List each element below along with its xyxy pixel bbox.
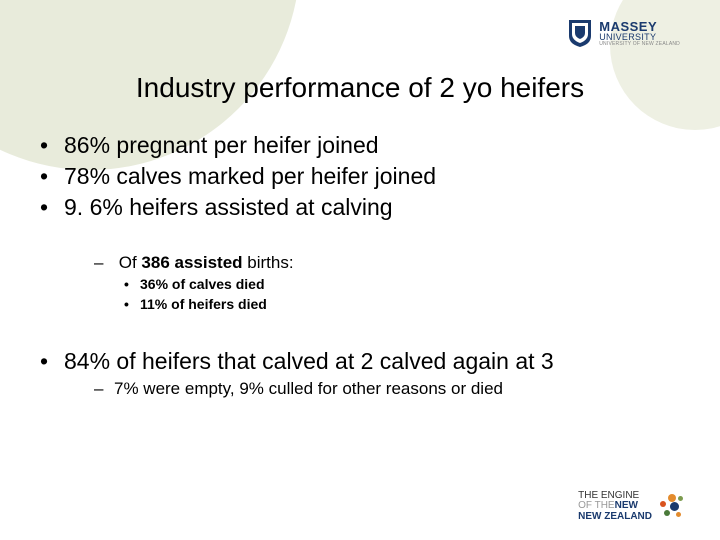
engine-line3: NEW ZEALAND (578, 512, 652, 523)
bullet-list-again: 84% of heifers that calved at 2 calved a… (40, 346, 680, 377)
bullet-item: Of 386 assisted births: 36% of calves di… (94, 251, 680, 314)
bullet-item: 9. 6% heifers assisted at calving (40, 192, 680, 223)
dots-icon (658, 492, 686, 520)
assisted-intro-a: Of (119, 253, 142, 272)
engine-line2-a: OF THE (578, 500, 614, 511)
bullet-item: 84% of heifers that calved at 2 calved a… (40, 346, 680, 377)
shield-icon (567, 18, 593, 48)
bullet-item: 86% pregnant per heifer joined (40, 130, 680, 161)
assisted-intro-b: 386 assisted (141, 253, 247, 272)
bullet-item: 78% calves marked per heifer joined (40, 161, 680, 192)
massey-logo: MASSEY UNIVERSITY UNIVERSITY OF NEW ZEAL… (567, 18, 680, 48)
assisted-intro-c: births: (247, 253, 293, 272)
bullet-list-subsub: 36% of calves died 11% of heifers died (124, 275, 680, 314)
bullet-list-sub: Of 386 assisted births: 36% of calves di… (94, 251, 680, 314)
logo-name: MASSEY (599, 20, 680, 33)
bullet-list-main: 86% pregnant per heifer joined 78% calve… (40, 130, 680, 223)
slide-title: Industry performance of 2 yo heifers (0, 72, 720, 104)
logo-tagline: UNIVERSITY OF NEW ZEALAND (599, 42, 680, 47)
bullet-list-again-sub: 7% were empty, 9% culled for other reaso… (94, 377, 680, 401)
bullet-item: 36% of calves died (124, 275, 680, 295)
bullet-item: 7% were empty, 9% culled for other reaso… (94, 377, 680, 401)
logo-text: MASSEY UNIVERSITY UNIVERSITY OF NEW ZEAL… (599, 20, 680, 47)
slide-content: 86% pregnant per heifer joined 78% calve… (40, 130, 680, 401)
engine-text: THE ENGINE OF THENEW NEW ZEALAND (578, 491, 652, 523)
bullet-item: 11% of heifers died (124, 295, 680, 315)
engine-line2-b: NEW (615, 500, 638, 511)
engine-logo: THE ENGINE OF THENEW NEW ZEALAND (578, 491, 686, 523)
